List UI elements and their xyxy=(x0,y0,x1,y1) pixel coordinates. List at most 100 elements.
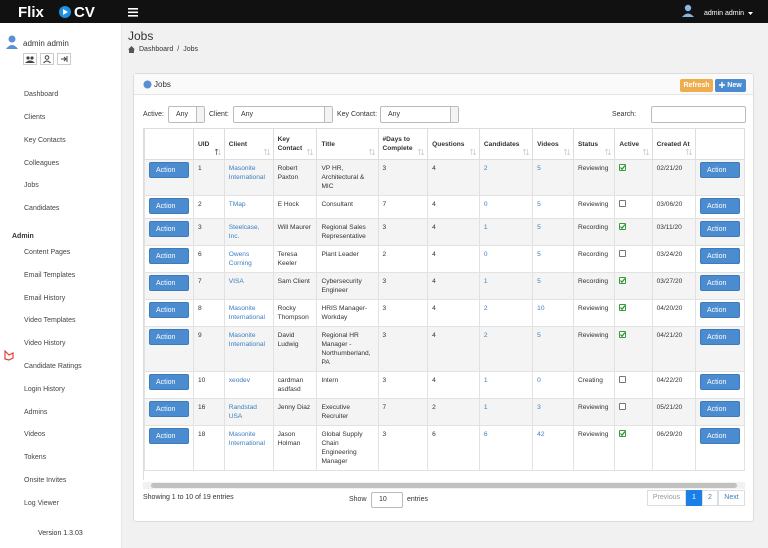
nav-item[interactable]: Video Templates xyxy=(24,317,76,325)
link[interactable]: 5 xyxy=(537,165,541,172)
link[interactable]: VISA xyxy=(228,278,244,285)
link[interactable]: Randstad USA xyxy=(228,404,257,420)
link[interactable]: 6 xyxy=(483,431,488,438)
filter-select[interactable]: Any xyxy=(233,106,333,123)
action-button[interactable]: Action xyxy=(699,248,740,264)
next-button[interactable]: Next xyxy=(718,490,745,506)
nav-item[interactable]: Candidates xyxy=(24,205,60,212)
scroll-thumb[interactable] xyxy=(151,483,737,488)
sidebar-user-actions[interactable] xyxy=(23,53,73,65)
active-checkbox[interactable] xyxy=(619,376,627,383)
action-button[interactable]: Action xyxy=(149,248,189,264)
action-button[interactable]: Action xyxy=(699,162,740,178)
action-button[interactable]: Action xyxy=(699,275,740,291)
filter-select[interactable]: Any xyxy=(168,106,205,123)
link[interactable]: 5 xyxy=(537,278,541,285)
nav-item[interactable]: Colleagues xyxy=(24,160,60,167)
nav-item[interactable]: Login History xyxy=(24,385,65,393)
nav-item[interactable]: Email Templates xyxy=(24,271,76,279)
page-button[interactable]: 2 xyxy=(702,490,718,506)
link[interactable]: Owens Corning xyxy=(228,251,252,267)
nav-item[interactable]: Candidate Ratings xyxy=(24,363,82,370)
new-button[interactable]: New xyxy=(715,79,746,92)
header-cell[interactable]: Created At xyxy=(651,128,696,160)
header-cell[interactable]: Key Contact xyxy=(272,128,318,160)
search-input[interactable] xyxy=(651,106,746,123)
nav-item[interactable]: Tokens xyxy=(24,454,47,462)
link[interactable]: TMap xyxy=(228,201,246,208)
action-button[interactable]: Action xyxy=(149,221,189,237)
action-button[interactable]: Action xyxy=(149,329,189,345)
action-button[interactable]: Action xyxy=(149,428,189,444)
action-button[interactable]: Action xyxy=(149,401,189,417)
link[interactable]: 3 xyxy=(537,404,541,411)
header-cell[interactable]: Questions xyxy=(427,128,480,160)
header-cell[interactable]: Title xyxy=(316,128,379,160)
nav-item[interactable]: Video History xyxy=(24,340,66,348)
link[interactable]: Masonite International xyxy=(228,305,266,321)
nav-item[interactable]: Onsite Invites xyxy=(24,477,67,484)
link[interactable]: 0 xyxy=(537,377,541,384)
active-checkbox[interactable] xyxy=(619,200,627,207)
filter-select[interactable]: Any xyxy=(380,106,459,123)
page-button[interactable]: 1 xyxy=(686,490,702,506)
user-menu[interactable]: admin admin xyxy=(704,10,744,17)
nav-item[interactable]: Content Pages xyxy=(24,249,71,256)
link[interactable]: 0 xyxy=(483,201,488,208)
header-cell[interactable]: Status xyxy=(572,128,616,160)
nav-item[interactable]: Clients xyxy=(24,114,46,121)
link[interactable]: Masonite International xyxy=(228,165,266,181)
action-button[interactable]: Action xyxy=(149,374,189,390)
page-size-select[interactable]: 10 xyxy=(371,492,403,508)
action-button[interactable]: Action xyxy=(699,401,740,417)
active-checkbox[interactable] xyxy=(619,223,627,230)
link[interactable]: 5 xyxy=(537,201,541,208)
link[interactable]: 5 xyxy=(537,332,541,339)
active-checkbox[interactable] xyxy=(619,250,627,257)
active-checkbox[interactable] xyxy=(619,277,627,284)
menu-toggle[interactable] xyxy=(128,8,138,17)
nav-item[interactable]: Dashboard xyxy=(24,91,59,98)
action-button[interactable]: Action xyxy=(699,221,740,237)
link[interactable]: 10 xyxy=(537,305,545,312)
action-button[interactable]: Action xyxy=(699,302,740,318)
link[interactable]: 2 xyxy=(483,305,488,312)
link[interactable]: 5 xyxy=(537,224,541,231)
link[interactable]: 42 xyxy=(537,431,545,438)
active-checkbox[interactable] xyxy=(619,331,627,338)
action-button[interactable]: Action xyxy=(149,302,189,318)
action-button[interactable]: Action xyxy=(699,329,740,345)
link[interactable]: Steelcase, Inc. xyxy=(228,224,260,240)
previous-button[interactable]: Previous xyxy=(647,490,686,506)
nav-item[interactable]: Admins xyxy=(24,408,48,416)
active-checkbox[interactable] xyxy=(619,164,627,171)
refresh-button[interactable]: Refresh xyxy=(680,79,713,92)
link[interactable]: Masonite International xyxy=(228,431,266,447)
active-checkbox[interactable] xyxy=(619,403,627,410)
action-button[interactable]: Action xyxy=(699,374,740,390)
nav-item[interactable]: Key Contacts xyxy=(24,137,66,144)
link[interactable]: 1 xyxy=(483,278,488,285)
header-cell[interactable]: Videos xyxy=(532,128,574,160)
link[interactable]: 2 xyxy=(483,332,488,339)
action-button[interactable]: Action xyxy=(699,428,740,444)
nav-item[interactable]: Log Viewer xyxy=(24,499,59,507)
header-cell[interactable]: UID xyxy=(193,128,225,160)
link[interactable]: 1 xyxy=(483,404,488,411)
action-button[interactable]: Action xyxy=(699,198,740,214)
link[interactable]: 1 xyxy=(483,224,488,231)
action-button[interactable]: Action xyxy=(149,198,189,214)
link[interactable]: 5 xyxy=(537,251,541,258)
header-cell[interactable]: #Days to Complete xyxy=(377,128,429,160)
active-checkbox[interactable] xyxy=(619,304,627,311)
header-cell[interactable]: Candidates xyxy=(478,128,534,160)
action-button[interactable]: Action xyxy=(149,275,189,291)
nav-item[interactable]: Jobs xyxy=(24,182,39,189)
header-cell[interactable]: Active xyxy=(614,128,653,160)
nav-item[interactable]: Videos xyxy=(24,431,46,439)
scrollbar[interactable] xyxy=(143,482,745,489)
link[interactable]: Masonite International xyxy=(228,332,266,348)
breadcrumb-item[interactable]: Dashboard xyxy=(139,46,174,53)
nav-item[interactable]: Email History xyxy=(24,294,66,302)
link[interactable]: 2 xyxy=(483,165,488,172)
